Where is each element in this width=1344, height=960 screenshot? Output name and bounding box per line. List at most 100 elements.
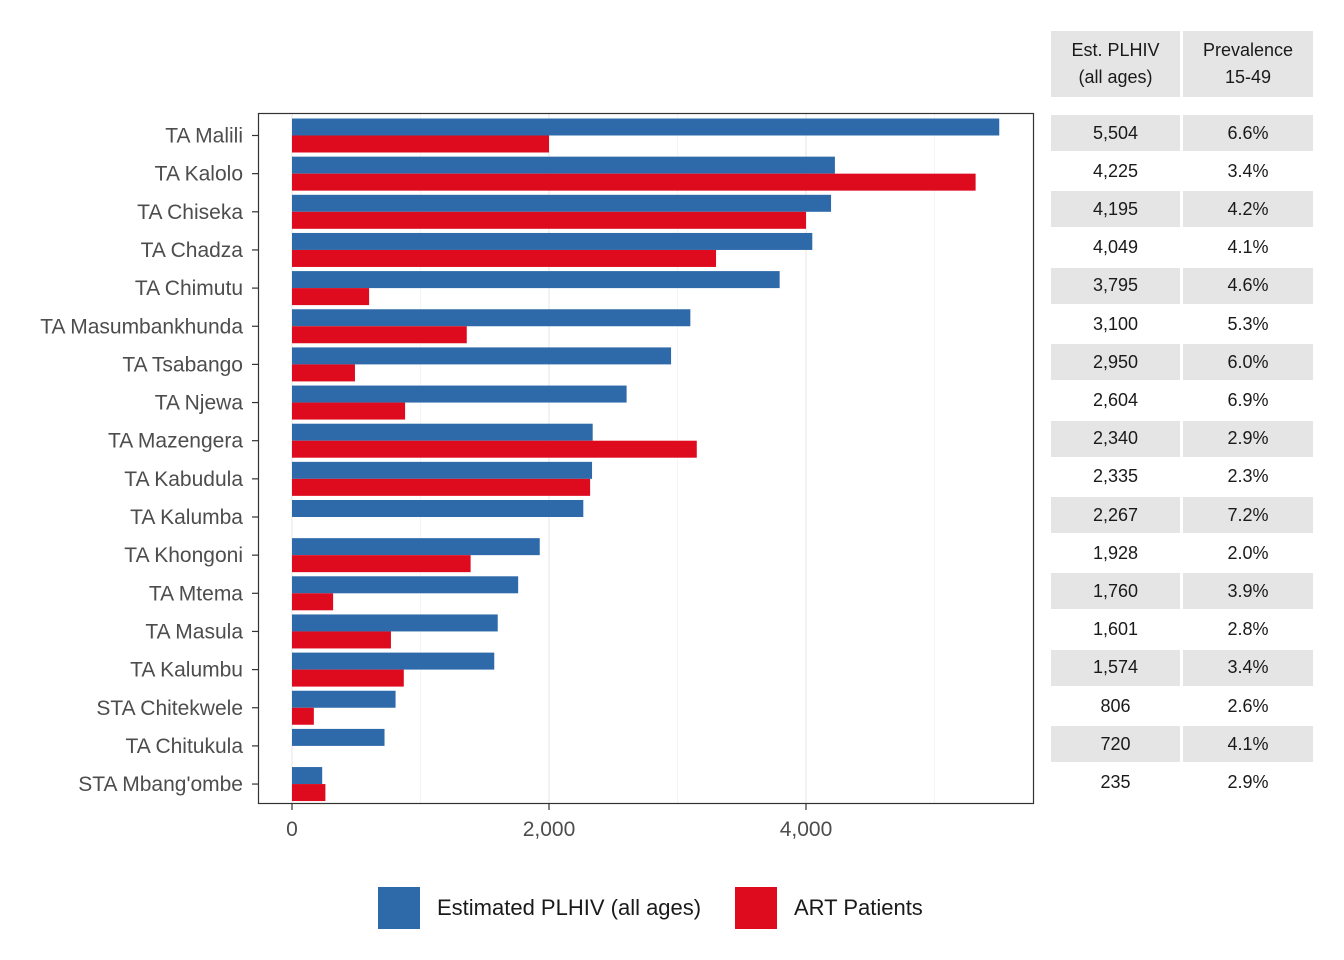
y-tick-label: TA Mtema bbox=[149, 582, 243, 605]
grid-lines bbox=[291, 114, 935, 803]
y-tick-label: TA Mazengera bbox=[108, 430, 243, 453]
bar-plhiv bbox=[292, 194, 832, 212]
y-axis-labels: TA Malili TA Kalolo TA Chiseka TA Chadza TA … bbox=[40, 125, 258, 796]
table-cell-plhiv: 2,950 bbox=[1051, 344, 1180, 381]
legend-label-art: ART Patients bbox=[794, 895, 923, 920]
table-cell-plhiv: 3,100 bbox=[1092, 313, 1139, 334]
bar-plhiv bbox=[292, 347, 672, 365]
y-tick-label: TA Khongoni bbox=[124, 544, 243, 567]
table-cell-prevalence: 5.3% bbox=[1227, 313, 1269, 334]
table-cell-prevalence: 4.1% bbox=[1183, 726, 1313, 763]
bar-art bbox=[292, 784, 326, 802]
y-tick-label: TA Chiseka bbox=[137, 201, 243, 224]
table-cell-plhiv: 1,574 bbox=[1051, 649, 1180, 686]
table-cell-prevalence: 2.9% bbox=[1227, 771, 1269, 792]
table-cell-plhiv: 1,928 bbox=[1092, 542, 1139, 563]
table-cell-prevalence: 7.2% bbox=[1183, 497, 1313, 533]
y-tick-label: TA Kabudula bbox=[124, 468, 243, 491]
bar-plhiv bbox=[292, 156, 835, 174]
y-tick-label: TA Njewa bbox=[155, 392, 244, 415]
table-cell-plhiv: 3,795 bbox=[1051, 267, 1180, 304]
bar-art bbox=[292, 669, 404, 687]
x-axis-labels: 0 2,000 4,000 bbox=[286, 804, 832, 841]
bar-plhiv bbox=[292, 309, 691, 327]
table-cell-plhiv: 806 bbox=[1100, 695, 1131, 716]
bar-art bbox=[292, 211, 806, 229]
bar-art bbox=[292, 478, 591, 496]
table-cell-prevalence: 3.4% bbox=[1183, 649, 1313, 686]
table-cell-plhiv: 2,604 bbox=[1092, 389, 1139, 410]
x-tick-label: 4,000 bbox=[780, 818, 833, 841]
table-cell-plhiv: 4,225 bbox=[1092, 160, 1139, 181]
table-cell-plhiv: 4,049 bbox=[1092, 237, 1139, 258]
header-plhiv-line2: (all ages) bbox=[1078, 67, 1153, 87]
table-cell-prevalence: 2.9% bbox=[1183, 420, 1313, 457]
y-tick-label: TA Tsabango bbox=[122, 353, 243, 376]
bar-art bbox=[292, 593, 334, 611]
table-cell-plhiv: 4,195 bbox=[1051, 191, 1180, 228]
bar-plhiv bbox=[292, 461, 593, 479]
bar-plhiv bbox=[292, 767, 323, 785]
table-cell-plhiv: 235 bbox=[1100, 771, 1131, 792]
header-plhiv-line1: Est. PLHIV bbox=[1071, 40, 1160, 60]
bars bbox=[292, 118, 1000, 802]
table-cell-prevalence: 2.6% bbox=[1227, 695, 1269, 716]
bar-art bbox=[292, 402, 406, 420]
bar-art bbox=[292, 173, 976, 191]
bar-plhiv bbox=[292, 118, 1000, 136]
table-cell-plhiv: 2,335 bbox=[1092, 466, 1139, 487]
header-prevalence-line2: 15-49 bbox=[1224, 67, 1272, 87]
table-cell-plhiv: 2,340 bbox=[1051, 420, 1180, 457]
bar-plhiv bbox=[292, 614, 498, 632]
table-cell-prevalence: 2.3% bbox=[1227, 466, 1269, 487]
y-tick-label: TA Kalumba bbox=[130, 506, 243, 529]
table-cell-plhiv: 2,267 bbox=[1051, 497, 1180, 533]
table-cell-plhiv: 1,760 bbox=[1051, 573, 1180, 610]
table-cell-prevalence: 4.6% bbox=[1183, 267, 1313, 304]
bar-plhiv bbox=[292, 538, 540, 556]
y-tick-label: TA Masumbankhunda bbox=[40, 315, 243, 338]
table-cell-prevalence: 3.9% bbox=[1183, 573, 1313, 610]
table-cell-prevalence: 2.8% bbox=[1227, 619, 1269, 640]
header-prevalence-line1: Prevalence bbox=[1202, 40, 1294, 60]
y-tick-label: TA Chimutu bbox=[135, 277, 243, 300]
table-cell-prevalence: 2.0% bbox=[1227, 542, 1269, 563]
bar-art bbox=[292, 135, 549, 153]
bar-art bbox=[292, 326, 467, 344]
bar-plhiv bbox=[292, 690, 396, 708]
table-cell-prevalence: 6.9% bbox=[1227, 389, 1269, 410]
y-tick-label: TA Chadza bbox=[141, 239, 244, 262]
bar-plhiv bbox=[292, 423, 593, 441]
table-cell-prevalence: 6.0% bbox=[1183, 344, 1313, 381]
y-tick-label: TA Kalumbu bbox=[130, 659, 243, 682]
bar-art bbox=[292, 707, 314, 725]
legend-key-plhiv bbox=[378, 887, 420, 929]
plot-panel-border bbox=[257, 112, 1035, 805]
legend-label-plhiv: Estimated PLHIV (all ages) bbox=[437, 895, 702, 920]
table-cell-prevalence: 3.4% bbox=[1227, 160, 1269, 181]
bar-art bbox=[292, 364, 355, 382]
bar-art bbox=[292, 249, 717, 267]
legend-item-art: ART Patients bbox=[735, 886, 923, 930]
bar-art bbox=[292, 631, 391, 649]
legend-key-art bbox=[735, 887, 777, 929]
x-tick-label: 2,000 bbox=[523, 818, 576, 841]
bar-plhiv bbox=[292, 232, 813, 250]
table-cell-plhiv: 1,601 bbox=[1092, 619, 1139, 640]
table-cell-prevalence: 4.2% bbox=[1183, 191, 1313, 228]
y-tick-label: TA Chitukula bbox=[126, 735, 244, 758]
y-tick-label: STA Chitekwele bbox=[96, 697, 243, 720]
bar-art bbox=[292, 288, 370, 306]
table-cell-prevalence: 6.6% bbox=[1183, 115, 1313, 151]
bar-art bbox=[292, 555, 471, 573]
table-cell-plhiv: 5,504 bbox=[1051, 115, 1180, 151]
y-tick-label: STA Mbang'ombe bbox=[78, 773, 243, 796]
table-cell-plhiv: 720 bbox=[1051, 726, 1180, 763]
table-cell-prevalence: 4.1% bbox=[1227, 237, 1269, 258]
table-header-prevalence: Prevalence 15-49 bbox=[1183, 31, 1313, 97]
bar-plhiv bbox=[292, 385, 627, 403]
y-tick-label: TA Masula bbox=[145, 620, 243, 643]
legend-item-plhiv: Estimated PLHIV (all ages) bbox=[378, 886, 701, 930]
bar-plhiv bbox=[292, 576, 519, 594]
